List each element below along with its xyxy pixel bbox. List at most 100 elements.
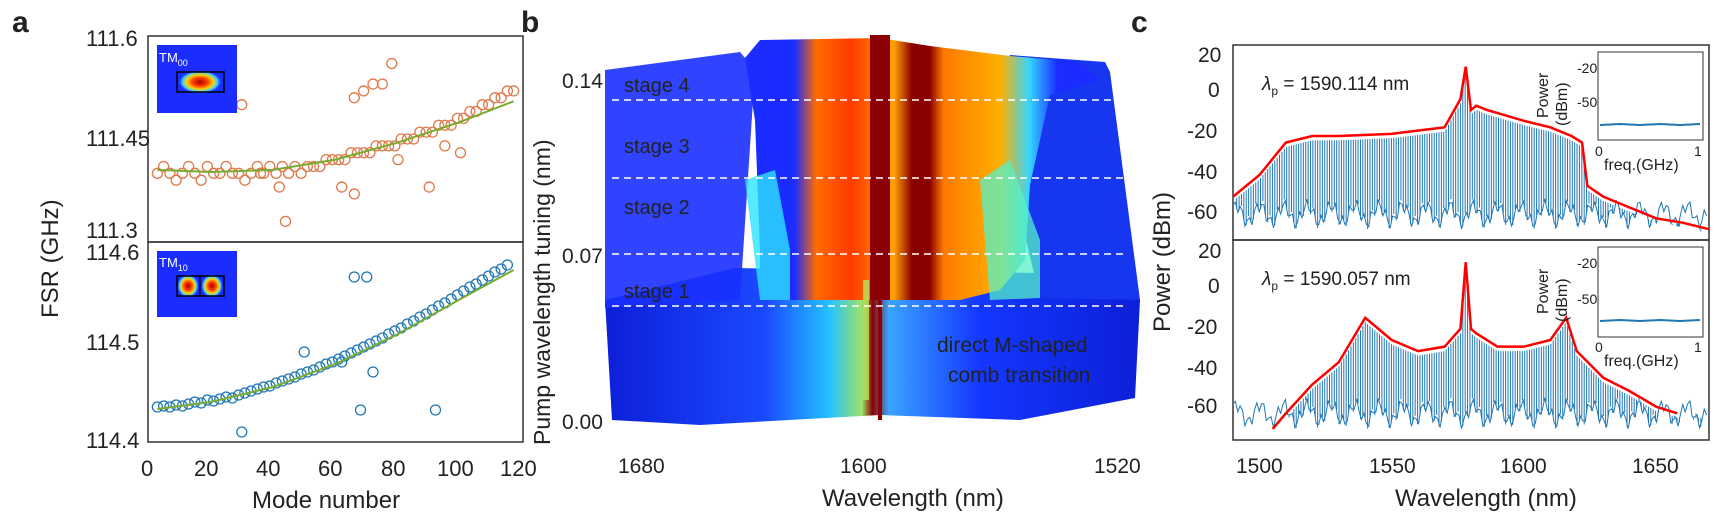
data-point [367,78,379,90]
x-tick-a-3: 60 [318,456,342,481]
data-point [507,85,520,97]
x-tick-a-1: 20 [194,456,218,481]
data-point [376,78,389,90]
data-point [357,85,370,97]
inset-label-tm00: TM00 [159,50,188,68]
data-point [295,167,307,179]
stage-label-2: stage 2 [624,197,690,219]
x-tick-a-5: 100 [437,456,474,481]
annotation-line-1: direct M-shaped [937,334,1088,357]
y-tick-a-top-1: 111.45 [86,126,150,151]
plot-frame-a-bottom [147,241,524,443]
y-tick-b-0: 0.00 [562,411,603,434]
data-point [464,105,476,118]
data-point [432,119,445,131]
inset-ytick-top-0: -20 [1577,60,1597,76]
data-point [201,160,214,173]
x-tick-c-0: 1500 [1236,455,1283,478]
data-point [264,160,276,173]
data-point [495,92,507,104]
y-axis-label-a: FSR (GHz) [37,199,64,318]
x-axis-label-b: Wavelength (nm) [822,485,1004,512]
data-point [298,346,310,358]
data-point [189,167,201,179]
y-tick-c-top-1: 0 [1208,79,1220,102]
x-tick-c-3: 1650 [1632,455,1679,478]
data-point [182,160,195,173]
inset-trace [1599,318,1701,323]
inset-trace [1599,122,1701,127]
pump-wavelength-label-bottom: λp = 1590.057 nm [1261,269,1411,293]
data-point [501,85,514,97]
data-point [164,167,176,179]
inset-rf-top: -20 -50 0 1 freq.(GHz) Power (dBm) [1535,51,1704,174]
data-point [367,366,379,378]
data-point [429,404,442,416]
inset-rf-bottom: -20 -50 0 1 freq.(GHz) Power (dBm) [1535,246,1704,370]
x-tick-a-4: 80 [381,456,405,481]
y-tick-a-top-0: 111.6 [86,26,138,51]
surface-edge-left [745,170,790,300]
data-point [176,167,189,179]
data-point [476,99,489,111]
x-tick-b-0: 1680 [618,455,665,478]
annotation-line-2: comb transition [948,364,1090,387]
data-point [423,181,435,193]
pump-wavelength-label-top: λp = 1590.114 nm [1261,74,1409,98]
data-point [226,167,239,179]
inset-ytick-top-1: -50 [1577,94,1597,110]
x-tick-c-1: 1550 [1369,455,1416,478]
data-point [157,400,170,412]
c-top-series [1232,66,1710,232]
data-point [348,188,360,200]
y-tick-c-top-3: -40 [1187,161,1217,184]
data-point [389,140,401,152]
x-tick-b-1: 1600 [840,455,887,478]
data-point [386,57,398,70]
data-point [151,167,164,179]
data-point [401,133,414,145]
inset-xtick-top-0: 0 [1595,143,1603,159]
data-point [207,167,220,179]
y-tick-b-1: 0.07 [562,245,603,268]
mode-inset-tm10: TM10 [157,251,237,317]
data-point [454,147,467,159]
x-tick-a-0: 0 [141,456,153,481]
y-tick-a-bottom-2: 114.4 [86,428,139,453]
data-point [336,356,348,368]
data-point [501,259,514,271]
fit-curve [157,269,515,410]
data-point [276,160,289,173]
data-point [364,147,376,159]
y-tick-b-2: 0.14 [562,70,603,93]
data-point [482,270,495,282]
data-point [236,426,248,438]
mode-profile-tm00 [178,70,222,94]
data-point [457,285,470,297]
surface-low [605,268,1140,425]
panel-label-c: c [1131,6,1148,39]
inset-frame [1597,246,1704,338]
inset-xlabel-top: freq.(GHz) [1604,157,1679,174]
plot-frame-c-bottom [1232,239,1710,441]
inset-xtick-bottom-0: 0 [1595,339,1603,355]
data-point [151,401,164,413]
x-axis-label-c: Wavelength (nm) [1395,485,1577,512]
y-tick-c-top-0: 20 [1198,44,1221,67]
data-point [339,153,351,166]
y-tick-c-top-4: -60 [1187,201,1217,224]
data-point [239,174,251,186]
data-point [392,153,404,166]
c-bottom-series [1232,262,1708,430]
stage-label-4: stage 4 [624,75,690,97]
data-point [157,160,170,173]
data-point [336,181,348,193]
x-tick-a-2: 40 [256,456,280,481]
inset-xtick-bottom-1: 1 [1694,339,1702,355]
inset-xlabel-bottom: freq.(GHz) [1604,353,1679,370]
panel-label-a: a [12,6,29,39]
data-point [414,126,426,138]
y-tick-c-bottom-0: 20 [1198,240,1221,263]
data-point [282,167,295,179]
data-point [270,167,282,179]
